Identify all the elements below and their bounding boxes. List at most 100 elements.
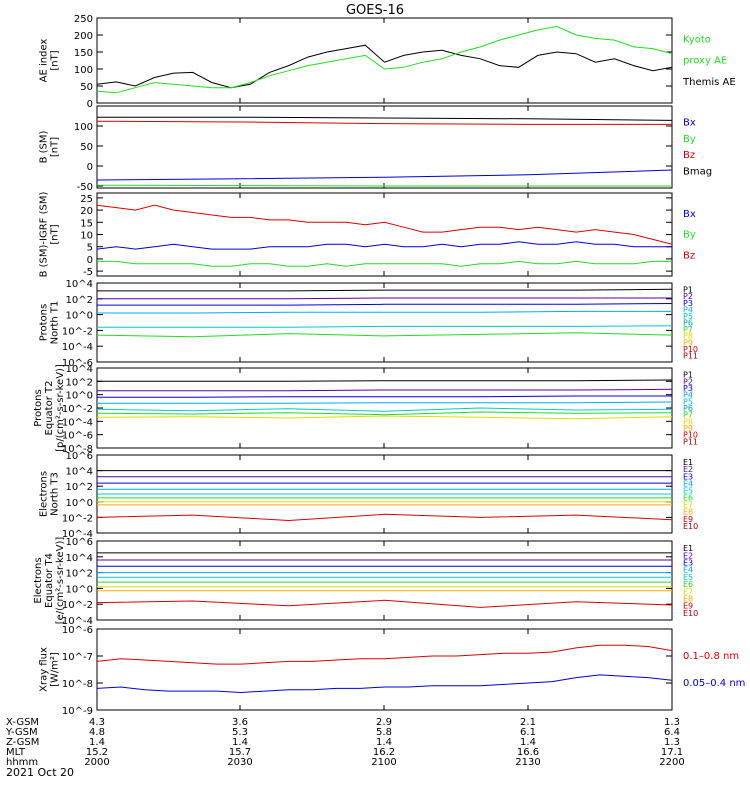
legend-entry: E8 xyxy=(683,594,693,603)
legend-entry: P8 xyxy=(683,332,693,341)
legend-entry: P3 xyxy=(683,299,693,308)
series-line-p1 xyxy=(97,288,672,292)
legend-entry: Bz xyxy=(683,150,695,161)
series-group xyxy=(97,204,672,267)
legend-entry: P4 xyxy=(683,391,693,400)
series-line-p8 xyxy=(97,415,672,420)
legend-entry: E3 xyxy=(683,559,693,568)
y-tick-label: 20 xyxy=(80,206,93,217)
legend-entry: Bmag xyxy=(683,167,712,178)
y-tick-label: 10^-7 xyxy=(62,652,93,663)
series-line-e9 xyxy=(97,599,672,608)
y-axis-label: [W/m²] xyxy=(50,652,61,687)
panel-ae: 0 50 100 150 200 250 AE index [nT] Kyoto proxy AE… xyxy=(39,14,736,110)
series-line-0-05-0-4-nm xyxy=(97,674,672,694)
footer-value: 15.2 xyxy=(86,747,108,758)
footer-value: 1.4 xyxy=(376,737,392,748)
y-tick-label: 10^4 xyxy=(66,553,93,564)
footer-value: 4.8 xyxy=(89,727,105,738)
legend-entry: E10 xyxy=(683,522,698,531)
footer-value: 3.6 xyxy=(232,717,248,728)
footer-value: 1.3 xyxy=(664,737,680,748)
y-axis-label: Electrons xyxy=(33,557,44,603)
legend-entry: P6 xyxy=(683,319,693,328)
panel-enorth: 10^-4 10^-2 10^0 10^2 10^4 10^6 Electrons North… xyxy=(39,451,699,540)
y-tick-label: 150 xyxy=(74,48,93,59)
series-line-p5 xyxy=(97,407,672,412)
y-axis-label: B (SM) xyxy=(39,130,50,163)
y-tick-label: 10^-8 xyxy=(62,444,93,455)
legend-entry: By xyxy=(683,134,696,145)
y-tick-label: 10^6 xyxy=(66,451,93,462)
legend-entry: P5 xyxy=(683,312,693,321)
series-line-p2 xyxy=(97,297,672,300)
series-line-p2 xyxy=(97,388,672,392)
footer-value: 2.1 xyxy=(520,717,536,728)
series-line-bx xyxy=(97,241,672,250)
legend-entry: P1 xyxy=(683,371,693,380)
footer-value: 2200 xyxy=(659,757,684,768)
legend-entry: P7 xyxy=(683,411,693,420)
y-axis-label: Protons xyxy=(39,304,50,341)
legend-entry: Bz xyxy=(683,250,695,261)
y-axis-label: [e/(cm²-s-sr-keV)] xyxy=(55,537,66,625)
series-line-p6 xyxy=(97,332,672,338)
y-axis-label: Equator T2 xyxy=(44,381,55,436)
legend-entry: E8 xyxy=(683,508,693,517)
footer-value: 2100 xyxy=(371,757,396,768)
footer-ephemeris: X-GSM 4.3 3.6 2.9 2.1 1.3 Y-GSM 4.8 5.3 5.8 6.1 6.4… xyxy=(5,717,685,768)
y-tick-label: 10^4 xyxy=(66,279,93,290)
legend-entry: E9 xyxy=(683,515,693,524)
y-tick-label: 10^-6 xyxy=(62,358,93,369)
date-label: 2021 Oct 20 xyxy=(6,766,74,779)
legend-entry: P11 xyxy=(683,351,698,360)
y-tick-label: 10^4 xyxy=(66,364,93,375)
legend-entry: 0.1–0.8 nm xyxy=(683,651,739,662)
y-tick-label: 10^-4 xyxy=(62,616,93,627)
legend-entry: P9 xyxy=(683,338,693,347)
y-tick-label: 10^2 xyxy=(66,569,93,580)
y-axis-label: [nT] xyxy=(50,50,61,70)
legend-entry: E7 xyxy=(683,501,693,510)
footer-value: 2.9 xyxy=(376,717,392,728)
y-tick-label: 10^-2 xyxy=(62,404,93,415)
y-tick-label: 10^0 xyxy=(66,584,93,595)
panel-pnorth: 10^-6 10^-4 10^-2 10^0 10^2 10^4 Protons North … xyxy=(39,279,699,369)
legend-entry: P7 xyxy=(683,325,693,334)
y-axis-label: North T1 xyxy=(50,301,61,345)
footer-value: 5.8 xyxy=(376,727,392,738)
y-tick-label: 10^-8 xyxy=(62,679,93,690)
footer-value: 1.4 xyxy=(89,737,105,748)
legend-entry: P3 xyxy=(683,384,693,393)
footer-row-label: X-GSM xyxy=(6,717,39,728)
footer-value: 16.6 xyxy=(517,747,539,758)
y-tick-label: 250 xyxy=(74,14,93,25)
footer-row-label: MLT xyxy=(6,747,26,758)
panel-eeq: 10^-4 10^-2 10^0 10^2 10^4 10^6 Electrons Equat… xyxy=(33,537,698,627)
y-tick-label: 10^-4 xyxy=(62,342,93,353)
legend-entry: P6 xyxy=(683,404,693,413)
series-group xyxy=(97,470,672,522)
panel-frame xyxy=(96,367,673,449)
legend-entry: E1 xyxy=(683,544,693,553)
footer-value: 16.2 xyxy=(373,747,395,758)
footer-value: 2000 xyxy=(84,757,109,768)
plot-title: GOES-16 xyxy=(346,3,404,18)
y-tick-label: 50 xyxy=(80,82,93,93)
y-tick-label: 5 xyxy=(87,243,93,254)
panel-frame xyxy=(96,282,673,363)
y-tick-label: 15 xyxy=(80,218,93,229)
legend-entry: E3 xyxy=(683,472,693,481)
y-axis-label: AE index xyxy=(39,39,50,83)
footer-value: 17.1 xyxy=(661,747,683,758)
y-tick-label: 10^4 xyxy=(66,467,93,478)
y-axis-label: Equator T4 xyxy=(44,553,55,608)
series-line-bmag xyxy=(97,116,672,121)
footer-value: 6.4 xyxy=(664,727,680,738)
y-tick-label: 10^2 xyxy=(66,377,93,388)
footer-value: 6.1 xyxy=(520,727,536,738)
y-axis-label: Protons xyxy=(33,389,44,426)
panel-frame xyxy=(96,628,673,711)
y-tick-label: 10^0 xyxy=(66,498,93,509)
